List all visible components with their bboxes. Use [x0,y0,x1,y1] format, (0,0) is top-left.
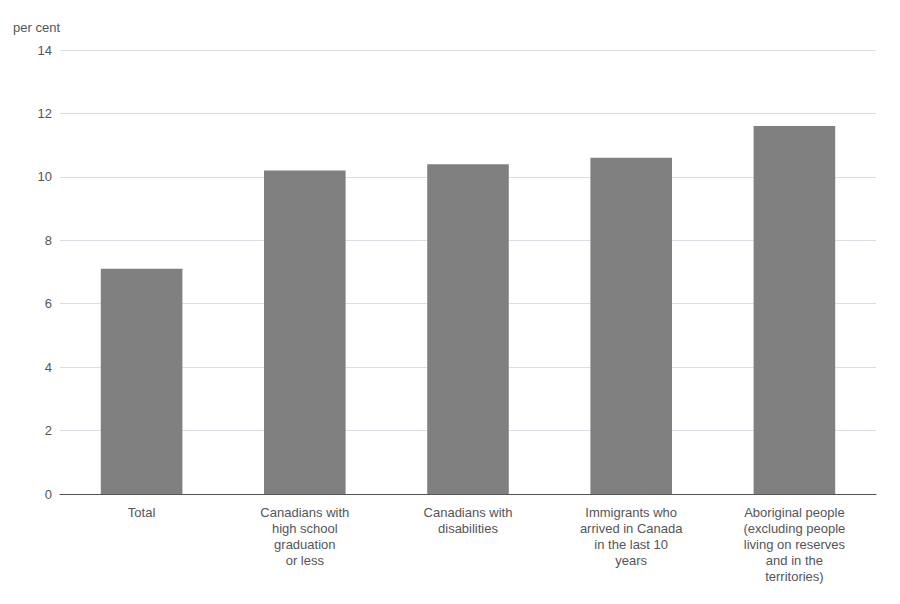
svg-text:Canadians with: Canadians with [424,505,513,520]
svg-text:10: 10 [38,169,52,184]
svg-text:or less: or less [286,553,325,568]
svg-text:and in the: and in the [766,553,823,568]
svg-text:disabilities: disabilities [438,521,498,536]
svg-text:14: 14 [38,43,52,58]
svg-text:living on reserves: living on reserves [744,537,846,552]
svg-text:graduation: graduation [274,537,335,552]
svg-text:Immigrants who: Immigrants who [585,505,677,520]
svg-text:12: 12 [38,106,52,121]
svg-text:0: 0 [45,487,52,502]
svg-text:Total: Total [128,505,156,520]
svg-text:(excluding people: (excluding people [743,521,845,536]
svg-text:high school: high school [272,521,338,536]
svg-text:Aboriginal people: Aboriginal people [744,505,844,520]
svg-text:years: years [615,553,647,568]
svg-text:Canadians with: Canadians with [260,505,349,520]
svg-text:8: 8 [45,233,52,248]
svg-text:territories): territories) [765,569,824,584]
svg-text:6: 6 [45,296,52,311]
svg-text:2: 2 [45,423,52,438]
svg-text:in the last 10: in the last 10 [594,537,668,552]
svg-text:per cent: per cent [13,20,60,35]
svg-text:arrived in Canada: arrived in Canada [580,521,683,536]
svg-text:4: 4 [45,360,52,375]
